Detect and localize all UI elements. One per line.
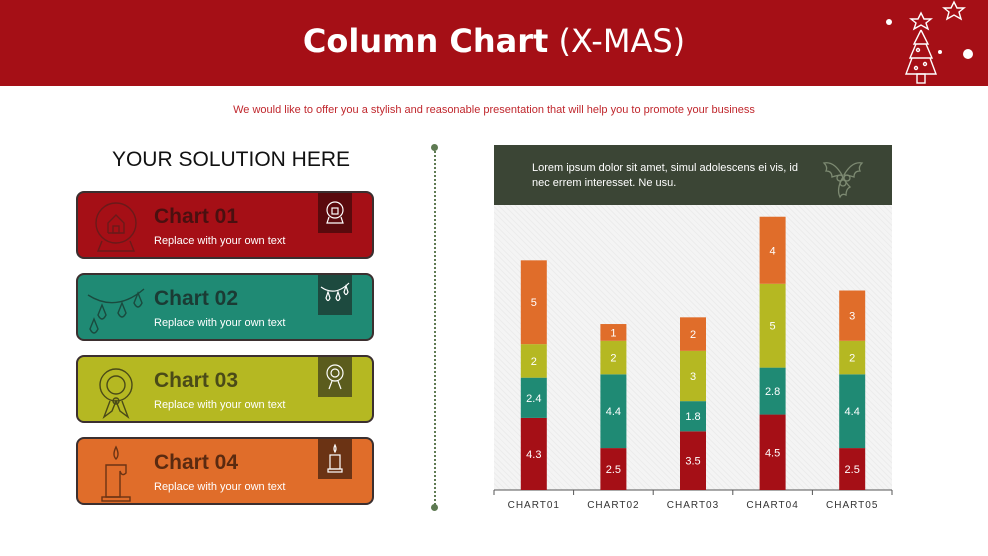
x-tick-label: CHART02 xyxy=(587,500,639,511)
card-name: Chart 01 xyxy=(154,205,239,228)
data-label: 4.4 xyxy=(606,406,621,418)
bar-segment xyxy=(680,431,706,490)
data-label: 4 xyxy=(770,245,776,257)
bar-segment xyxy=(680,401,706,432)
data-label: 3 xyxy=(690,371,696,383)
bar-segment xyxy=(839,448,866,490)
data-label: 3.5 xyxy=(685,456,700,468)
vertical-divider xyxy=(434,148,436,508)
divider-dot-top xyxy=(431,144,438,151)
title-bold: Column Chart xyxy=(302,22,549,60)
bar-segment xyxy=(680,317,706,351)
bar-segment xyxy=(600,340,627,375)
bar-segment xyxy=(839,340,866,375)
string-lights-icon xyxy=(87,288,145,334)
data-label: 5 xyxy=(531,297,537,309)
wreath-icon xyxy=(99,368,133,419)
card-chart-02: Chart 02 Replace with your own text xyxy=(76,273,374,341)
card-chart-01: Chart 01 Replace with your own text xyxy=(76,191,374,259)
bar-segment xyxy=(759,283,786,368)
data-label: 4.4 xyxy=(845,406,860,418)
card-icon-box xyxy=(318,275,352,315)
snow-globe-icon xyxy=(95,202,137,252)
page-subtitle: We would like to offer you a stylish and… xyxy=(233,104,755,116)
solution-heading: YOUR SOLUTION HERE xyxy=(111,148,351,171)
christmas-tree-icon xyxy=(886,0,973,84)
bar-segment xyxy=(600,374,627,449)
card-icon-box xyxy=(318,193,352,233)
bar-segment xyxy=(520,260,547,345)
card-name: Chart 04 xyxy=(154,451,239,474)
wreath-icon xyxy=(326,364,344,390)
bar-segment xyxy=(600,324,627,341)
bar-segment xyxy=(759,414,786,490)
divider-dot-bottom xyxy=(431,504,438,511)
card-name: Chart 02 xyxy=(154,287,239,310)
x-tick-label: CHART05 xyxy=(826,500,878,511)
data-label: 1 xyxy=(610,327,616,339)
title-light: (X-MAS) xyxy=(558,22,686,60)
holly-icon xyxy=(822,162,864,199)
data-label: 5 xyxy=(770,321,776,333)
bar-segment xyxy=(680,350,706,402)
bar-segment xyxy=(520,344,547,378)
bar-segment xyxy=(759,367,786,415)
bar-segment xyxy=(600,448,627,490)
card-description: Replace with your own text xyxy=(154,399,286,411)
bar-segment xyxy=(839,374,866,449)
bar-segment xyxy=(759,216,786,284)
data-label: 4.3 xyxy=(526,449,541,461)
card-name: Chart 03 xyxy=(154,369,239,392)
bar-segment xyxy=(520,377,547,418)
card-description: Replace with your own text xyxy=(154,317,286,329)
data-label: 2.5 xyxy=(606,464,621,476)
bar-segment xyxy=(839,290,866,341)
x-tick-label: CHART01 xyxy=(508,500,560,511)
data-label: 4.5 xyxy=(765,447,780,459)
x-tick-label: CHART04 xyxy=(746,500,798,511)
card-description: Replace with your own text xyxy=(154,235,286,247)
snow-globe-icon xyxy=(326,201,344,224)
header-banner xyxy=(0,0,988,86)
chart-header-box: Lorem ipsum dolor sit amet, simul adoles… xyxy=(494,145,892,205)
x-tick-label: CHART03 xyxy=(667,500,719,511)
candle-icon xyxy=(101,445,131,502)
card-chart-03: Chart 03 Replace with your own text xyxy=(76,355,374,423)
data-label: 2 xyxy=(610,353,616,365)
data-label: 1.8 xyxy=(685,411,700,423)
page-title: Column Chart (X-MAS) xyxy=(0,22,988,60)
candle-icon xyxy=(327,443,343,473)
chart-header-text: Lorem ipsum dolor sit amet, simul adoles… xyxy=(532,162,798,189)
data-label: 2.8 xyxy=(765,386,780,398)
data-label: 2 xyxy=(690,329,696,341)
bar-segment xyxy=(520,417,547,490)
card-description: Replace with your own text xyxy=(154,481,286,493)
data-label: 2 xyxy=(531,356,537,368)
data-label: 2.4 xyxy=(526,393,541,405)
string-lights-icon xyxy=(320,282,350,302)
card-icon-box xyxy=(318,439,352,479)
card-chart-04: Chart 04 Replace with your own text xyxy=(76,437,374,505)
data-label: 3 xyxy=(849,311,855,323)
data-label: 2.5 xyxy=(845,464,860,476)
data-label: 2 xyxy=(849,353,855,365)
card-icon-box xyxy=(318,357,352,397)
